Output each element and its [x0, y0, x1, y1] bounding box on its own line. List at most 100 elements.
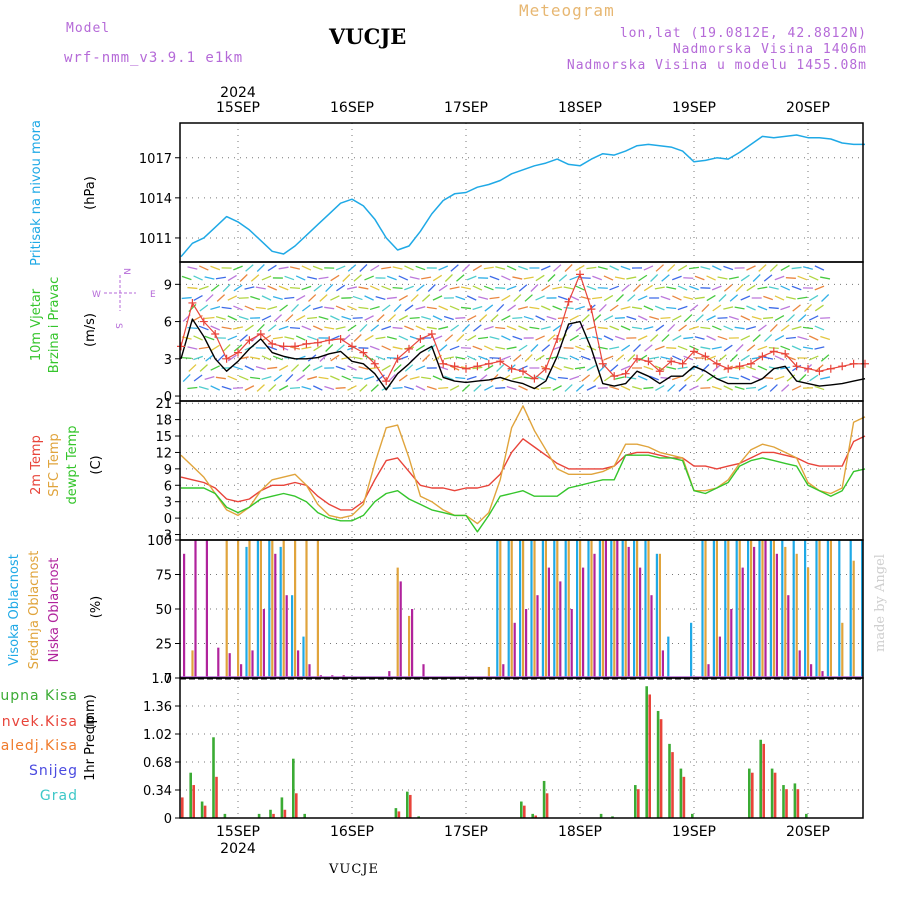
high-cloud-bar [587, 540, 590, 678]
mid-cloud-bar [750, 540, 753, 678]
wind-barb [769, 384, 778, 392]
mid-cloud-bar [579, 540, 582, 678]
wind-barb [473, 324, 482, 332]
total-precip-bar [531, 813, 534, 818]
mid-cloud-bar [556, 540, 559, 678]
wind-barb [540, 386, 551, 390]
wind-barb [495, 326, 506, 330]
gust-marker [234, 348, 242, 357]
gust-marker [553, 334, 562, 343]
wind-barb [393, 304, 402, 312]
bottom-year-label: 2024 [220, 841, 256, 857]
wind-barb [272, 336, 283, 340]
wind-barb [438, 284, 448, 292]
wind-barb [369, 285, 380, 291]
wind-barb [546, 315, 557, 321]
wind-barb [352, 356, 363, 360]
wind-barb [558, 334, 567, 342]
product-title: Meteogram [519, 1, 615, 20]
wind-barb [501, 315, 511, 321]
wind-barb [199, 304, 209, 312]
wind-barb [472, 305, 483, 311]
gust-marker [336, 334, 345, 343]
wind-barb [563, 366, 574, 370]
wind-barb [666, 347, 677, 349]
wind-barb [478, 374, 488, 382]
y-tick-label: 0 [164, 672, 172, 687]
wind-barb [711, 325, 722, 331]
label-layer: 15SEP15SEP16SEP16SEP17SEP17SEP18SEP18SEP… [0, 85, 830, 857]
wind-barb [518, 284, 528, 292]
wind-barb [210, 385, 221, 391]
wind-barb [632, 385, 642, 391]
wind-barb [215, 316, 226, 320]
gust-marker [690, 347, 698, 356]
gust-marker [849, 359, 858, 368]
wind-barb [535, 295, 545, 301]
grid-layer [180, 123, 863, 819]
high-cloud-bar [598, 540, 601, 678]
wind-barb [455, 356, 466, 360]
wind-barb [757, 365, 768, 371]
wind-barb [814, 325, 825, 331]
wind-barb [609, 385, 620, 391]
wind-barb [308, 294, 317, 302]
wind-barb [603, 355, 614, 361]
high-cloud-bar [496, 540, 499, 678]
wind-barb [774, 334, 785, 342]
precip-legend-item: Konvek.Kisa [0, 714, 78, 730]
wind-barb [359, 264, 368, 272]
wind-barb [574, 366, 586, 370]
wind-barb [757, 324, 767, 332]
total-precip-bar [200, 801, 204, 818]
mid-cloud-bar [613, 540, 616, 678]
wind-barb [706, 315, 716, 321]
wind-barb [706, 275, 716, 281]
wind-barb [667, 384, 676, 392]
wind-barb [592, 296, 603, 300]
wind-barb [529, 306, 540, 310]
gust-marker [462, 364, 470, 373]
wind-barb [677, 345, 688, 351]
wind-barb [444, 334, 454, 342]
wind-barb [512, 316, 523, 320]
wind-barb [438, 305, 449, 311]
wind-barb [182, 374, 191, 382]
wind-barb [603, 275, 614, 281]
wind-barb [660, 356, 671, 360]
wind-barb [745, 386, 757, 390]
wind-barb [278, 266, 289, 270]
wind-barb [392, 287, 403, 289]
wind-barb [740, 375, 751, 381]
wind-barb [325, 284, 334, 292]
wind-barb [426, 385, 437, 391]
conv-precip-bar [545, 793, 549, 818]
gust-marker [644, 357, 653, 366]
wind-barb [450, 324, 460, 332]
wind-barb [193, 355, 204, 361]
gust-marker [667, 357, 676, 366]
wind-barb [404, 304, 414, 312]
wind-barb [233, 305, 243, 311]
gust-marker [313, 338, 322, 347]
high-cloud-bar [576, 540, 579, 678]
wind-barb [688, 266, 700, 270]
wind-barb [524, 294, 533, 302]
wind-barb [415, 344, 425, 352]
panel-frame [179, 122, 864, 263]
wind-barb [557, 376, 568, 380]
wind-barb [535, 354, 545, 362]
low-cloud-bar [582, 567, 585, 678]
wind-barb [695, 314, 704, 322]
y-tick-label: 0.68 [143, 756, 172, 771]
wind-barb [791, 266, 802, 270]
mid-cloud-bar [533, 540, 536, 678]
wind-barb [547, 334, 556, 342]
wind-barb [552, 286, 563, 290]
low-cloud-bar [730, 609, 733, 678]
high-cloud-bar [256, 540, 259, 678]
mid-cloud-bar [795, 553, 798, 678]
wind-barb [370, 384, 379, 392]
wind-barb [489, 275, 500, 281]
wind-barb [279, 304, 288, 312]
